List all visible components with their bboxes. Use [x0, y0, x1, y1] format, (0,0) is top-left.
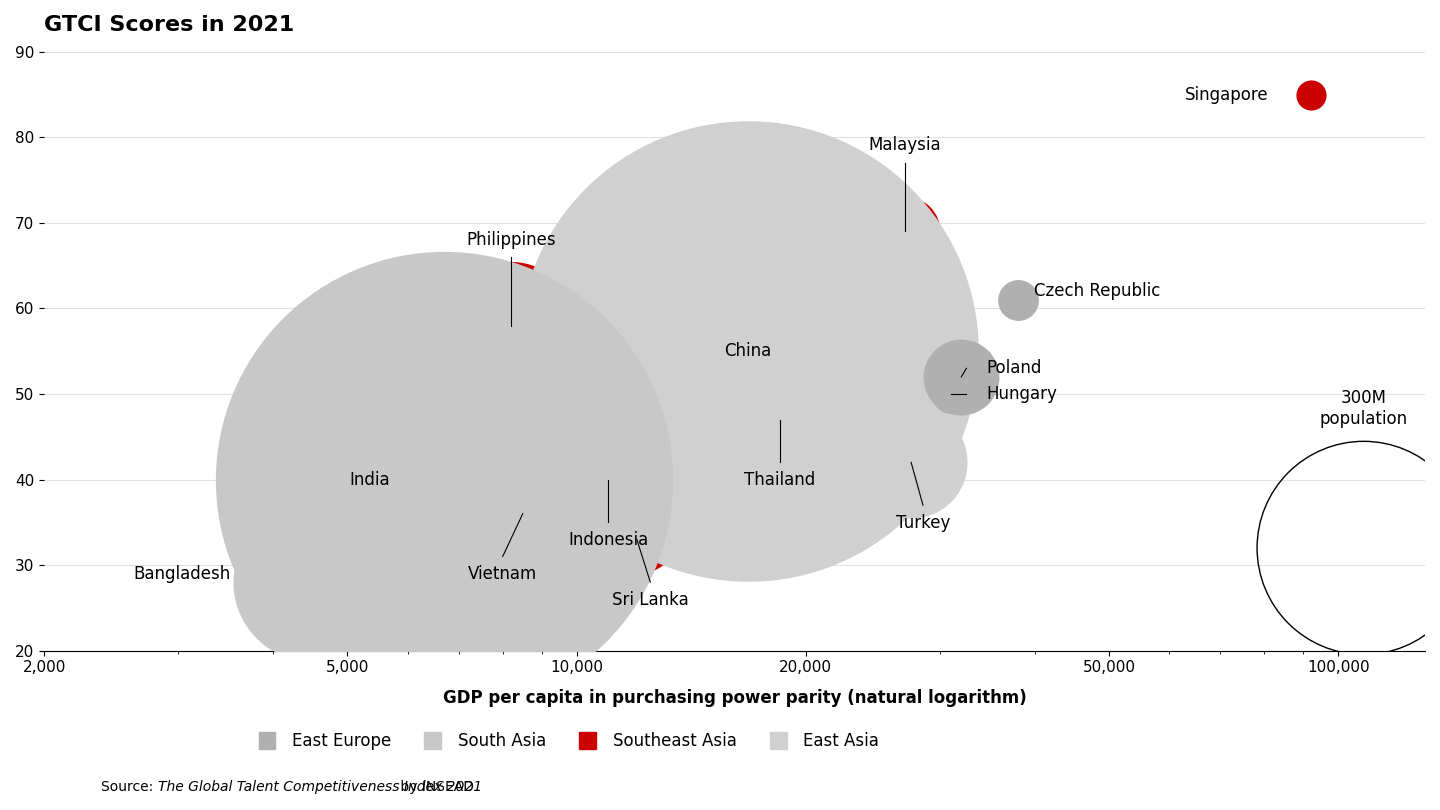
Text: Source:: Source: [101, 780, 157, 794]
Point [769, 413, 792, 426]
X-axis label: GDP per capita in purchasing power parity (natural logarithm): GDP per capita in purchasing power parit… [442, 689, 1027, 707]
Text: China: China [724, 342, 772, 360]
Point [511, 507, 534, 520]
Text: Thailand: Thailand [744, 471, 815, 489]
Text: The Global Talent Competitiveness Index 2021: The Global Talent Competitiveness Index … [158, 780, 482, 794]
Text: GTCI Scores in 2021: GTCI Scores in 2021 [45, 15, 294, 35]
Legend: East Europe, South Asia, Southeast Asia, East Asia: East Europe, South Asia, Southeast Asia,… [259, 732, 880, 750]
Text: Singapore: Singapore [1185, 86, 1269, 104]
Point [1352, 541, 1375, 554]
Point [1007, 293, 1030, 306]
Text: Poland: Poland [986, 360, 1041, 377]
Text: Philippines: Philippines [467, 231, 556, 249]
Text: India: India [350, 471, 390, 488]
Text: Vietnam: Vietnam [468, 565, 537, 583]
Text: Czech Republic: Czech Republic [1034, 283, 1161, 301]
Point [596, 473, 619, 486]
Text: Turkey: Turkey [896, 514, 950, 531]
Point [432, 473, 455, 486]
Text: Indonesia: Indonesia [567, 531, 648, 549]
Text: Hungary: Hungary [986, 385, 1057, 403]
Text: by INSEAD: by INSEAD [396, 780, 474, 794]
Point [950, 370, 973, 383]
Point [301, 576, 324, 589]
Text: Malaysia: Malaysia [868, 136, 942, 155]
Point [900, 456, 923, 469]
Text: Sri Lanka: Sri Lanka [612, 590, 688, 608]
Point [894, 225, 917, 238]
Point [625, 533, 648, 546]
Point [500, 319, 523, 332]
Point [939, 387, 962, 400]
Point [1299, 88, 1322, 101]
Text: Bangladesh: Bangladesh [132, 565, 230, 582]
Point [737, 345, 760, 358]
Text: 300M
population: 300M population [1319, 390, 1408, 428]
